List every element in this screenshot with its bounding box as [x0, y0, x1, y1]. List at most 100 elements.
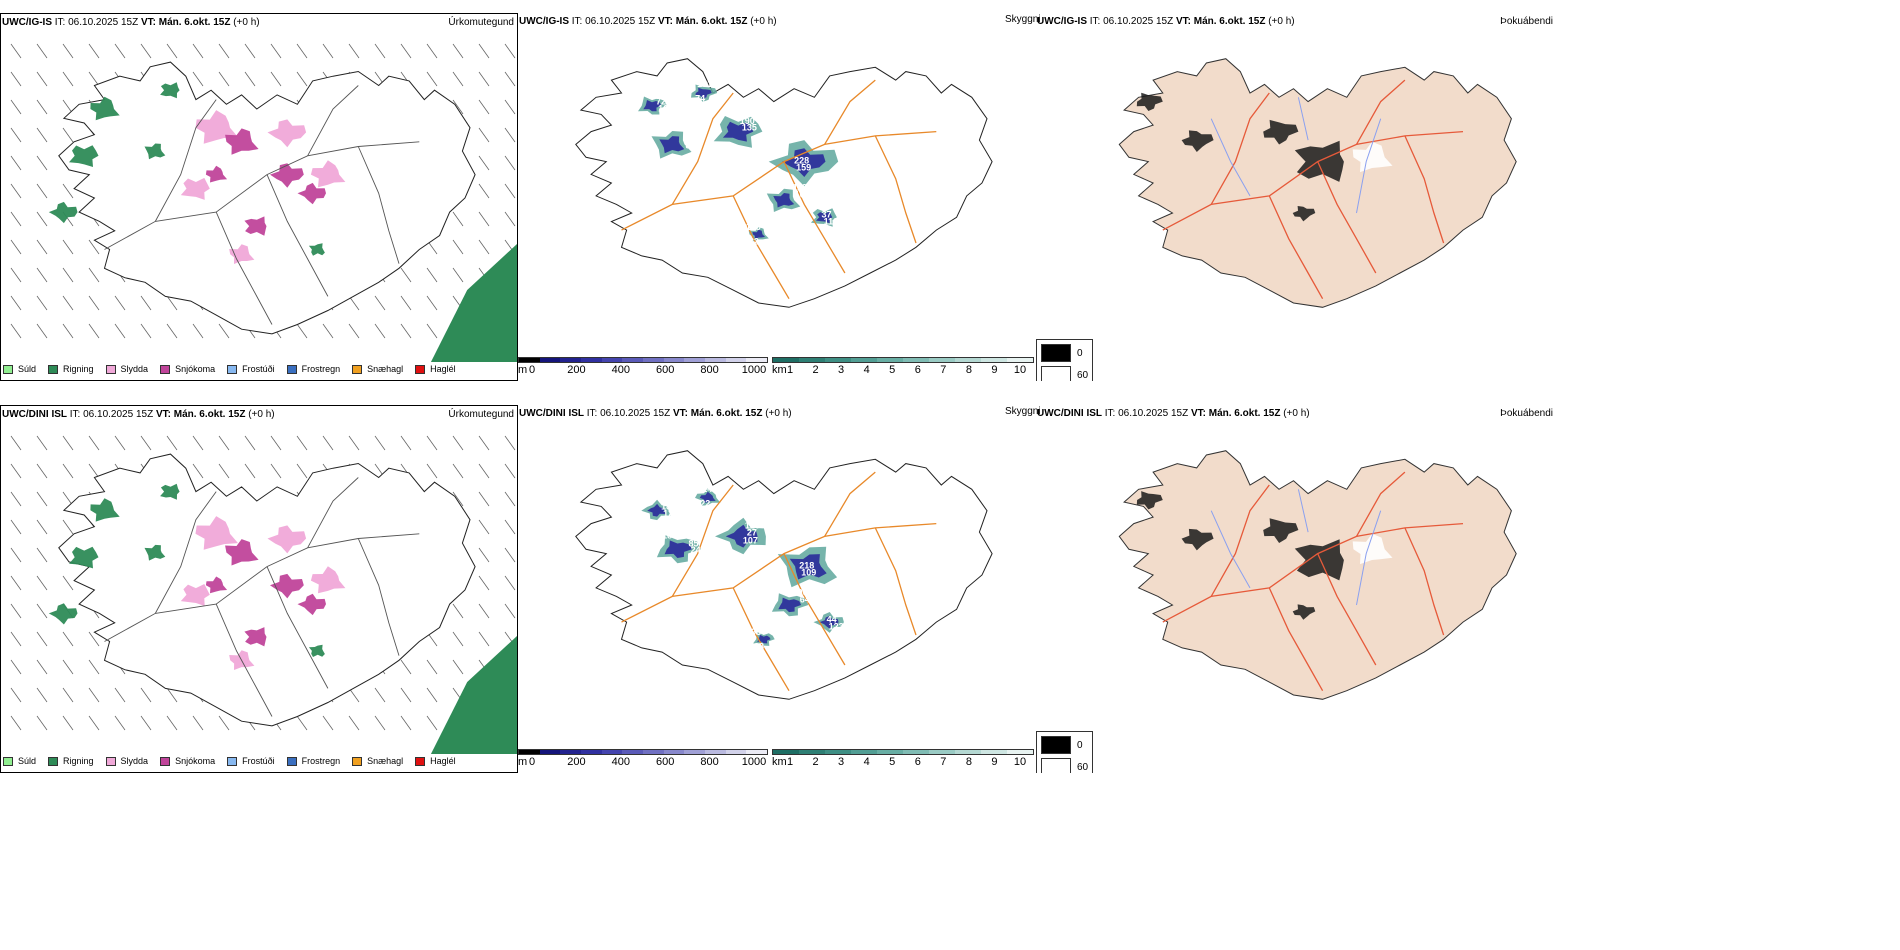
colorbar-unit: m — [518, 364, 528, 376]
height-label: 190 — [740, 116, 755, 126]
vt-value: Mán. 6.okt. 15Z — [1193, 16, 1266, 27]
wind-barb — [296, 71, 308, 87]
height-label: 22 — [700, 498, 710, 508]
panel-title: Þokuábendi — [1500, 408, 1553, 419]
wind-barb — [218, 71, 230, 87]
wind-barb — [504, 71, 516, 87]
wind-barb — [192, 715, 204, 731]
fog-legend-swatch — [1041, 366, 1071, 381]
wind-barb — [270, 435, 282, 451]
wind-barb — [36, 155, 48, 171]
vt-label: VT: — [1175, 16, 1191, 27]
sleet-area — [310, 566, 346, 594]
road-line — [357, 146, 400, 264]
wind-barb — [452, 631, 464, 647]
colorbar-segment — [851, 358, 877, 362]
wind-barb — [322, 43, 334, 59]
height-label: 127 — [663, 508, 678, 518]
legend-swatch — [286, 364, 297, 374]
panel-header: UWC/DINI ISL IT: 06.10.2025 15Z VT: Mán.… — [519, 408, 792, 419]
colorbar-segment — [643, 358, 664, 362]
wind-barb — [426, 659, 438, 675]
wind-barb — [88, 71, 100, 87]
legend-label: Frostregn — [301, 364, 341, 374]
wind-barb — [36, 323, 48, 339]
road-line — [783, 161, 846, 274]
cloud-base-area — [789, 554, 827, 580]
legend-swatch — [352, 756, 363, 766]
legend-swatch — [3, 364, 13, 374]
fog-legend: 0 60 — [1036, 339, 1094, 381]
wind-barb — [88, 267, 100, 283]
wind-barb — [10, 211, 22, 227]
vt-label: VT: — [1190, 408, 1206, 419]
colorbar-segment — [746, 358, 768, 362]
wind-barb — [426, 463, 438, 479]
wind-barb — [478, 435, 490, 451]
lead-time: (+0 h) — [1283, 408, 1310, 419]
wind-barb — [322, 323, 334, 339]
colorbar-segment — [825, 358, 851, 362]
wind-barb — [478, 183, 490, 199]
wind-barb — [192, 323, 204, 339]
fog-map-row1 — [1036, 13, 1556, 353]
colorbar-unit: km — [772, 364, 787, 376]
fog-legend-swatch — [1041, 344, 1071, 362]
wind-barb — [504, 99, 516, 115]
colorbar-tick: 6 — [914, 364, 921, 376]
height-colorbar: m 0 200 400 600 800 1000 — [518, 749, 768, 768]
colorbar-tick: 0 — [528, 364, 536, 376]
lead-time: (+0 h) — [1268, 16, 1295, 27]
road-line — [357, 538, 400, 656]
wind-barb — [504, 575, 516, 591]
legend-swatch — [105, 756, 116, 766]
colorbar-segment — [929, 358, 955, 362]
colorbar-segment — [903, 750, 929, 754]
cloud-base-area — [819, 615, 839, 629]
model-name: UWC/DINI ISL — [1037, 408, 1102, 419]
wind-barb — [374, 715, 386, 731]
wind-barb — [166, 715, 178, 731]
colorbar-segment — [799, 358, 825, 362]
wind-barb — [478, 603, 490, 619]
wind-barb — [244, 71, 256, 87]
road-line — [824, 471, 876, 537]
height-label: 159 — [796, 163, 811, 173]
it-value: 06.10.2025 15Z — [585, 16, 656, 27]
it-label: IT: — [1089, 16, 1101, 27]
colorbar-segment — [519, 358, 540, 362]
wind-barb — [478, 239, 490, 255]
vt-label: VT: — [657, 16, 673, 27]
river-line — [1356, 118, 1382, 214]
precip-panel-row1: UWC/IG-IS IT: 06.10.2025 15Z VT: Mán. 6.… — [0, 13, 518, 381]
colorbar-segment — [799, 750, 825, 754]
wind-barb — [36, 295, 48, 311]
sleet-area — [195, 516, 238, 550]
wind-barb — [88, 463, 100, 479]
colorbar-segment — [903, 358, 929, 362]
wind-barb — [374, 687, 386, 703]
wind-barb — [62, 267, 74, 283]
legend-label: Snæhagl — [367, 756, 404, 766]
wind-barb — [36, 631, 48, 647]
legend-item: Frostregn — [286, 362, 341, 376]
wind-barb — [504, 435, 516, 451]
road-line — [783, 553, 846, 666]
it-value: 06.10.2025 15Z — [1103, 16, 1174, 27]
road-line — [1268, 587, 1324, 692]
legend-item: Snjókoma — [160, 754, 215, 768]
wind-barb — [374, 435, 386, 451]
wind-barb — [88, 435, 100, 451]
legend-item: Súld — [3, 754, 36, 768]
colorbar-segment — [663, 358, 685, 362]
fog-dense-area — [1292, 206, 1316, 222]
legend-swatch — [48, 364, 59, 374]
height-label: 74 — [695, 94, 705, 104]
fog-legend-swatch — [1041, 758, 1071, 773]
height-label: 218 — [799, 561, 814, 571]
iceland-land — [1118, 58, 1517, 308]
colorbar-strip — [772, 357, 1034, 363]
wind-barb — [62, 323, 74, 339]
lead-time: (+0 h) — [233, 17, 260, 28]
colorbar-tick: 3 — [838, 364, 845, 376]
